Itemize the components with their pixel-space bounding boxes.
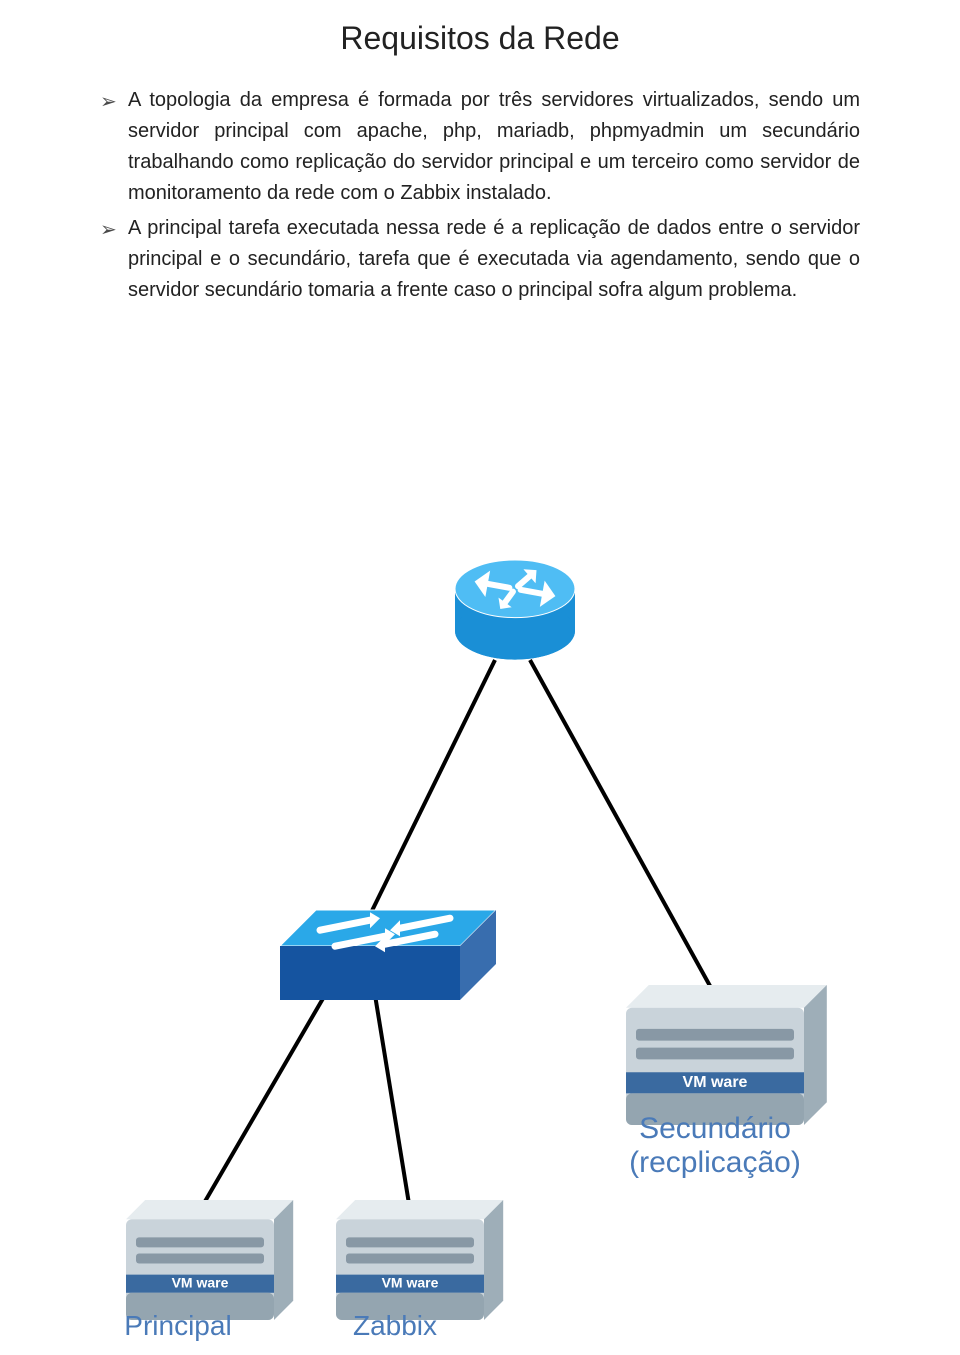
bullet-arrow-icon: ➢ <box>100 87 117 118</box>
server-label-secundario: Secundário <box>639 1112 791 1145</box>
network-diagram: VM ware VM ware VM ware Principal Zabbix Sec… <box>0 540 960 1355</box>
page-content: Requisitos da Rede ➢ A topologia da empr… <box>0 0 960 306</box>
bullet-text: A principal tarefa executada nessa rede … <box>128 217 860 301</box>
vmware-label: VM ware <box>172 1274 229 1290</box>
router-top <box>455 560 575 618</box>
switch-node <box>280 910 496 1000</box>
server-label-secundario: (recplicação) <box>629 1146 801 1179</box>
page-title: Requisitos da Rede <box>100 20 860 57</box>
edge <box>365 660 495 925</box>
bullet-item: ➢ A topologia da empresa é formada por t… <box>100 85 860 209</box>
server-label-zabbix: Zabbix <box>353 1310 437 1341</box>
server-node-zabbix: VM ware <box>336 1200 503 1320</box>
vmware-label: VM ware <box>382 1274 439 1290</box>
server-node-secundario: VM ware <box>626 985 827 1125</box>
edge <box>530 660 715 995</box>
vmware-label: VM ware <box>683 1074 748 1091</box>
edge <box>375 995 410 1210</box>
server-node-principal: VM ware <box>126 1200 293 1320</box>
switch-front <box>280 946 460 1000</box>
bullet-text: A topologia da empresa é formada por trê… <box>128 89 860 204</box>
router-node <box>455 560 575 660</box>
server-label-principal: Principal <box>124 1310 231 1341</box>
edge <box>200 995 325 1210</box>
bullet-arrow-icon: ➢ <box>100 215 117 246</box>
diagram-svg: VM ware VM ware VM ware Principal Zabbix Sec… <box>0 540 960 1355</box>
bullet-item: ➢ A principal tarefa executada nessa red… <box>100 213 860 306</box>
